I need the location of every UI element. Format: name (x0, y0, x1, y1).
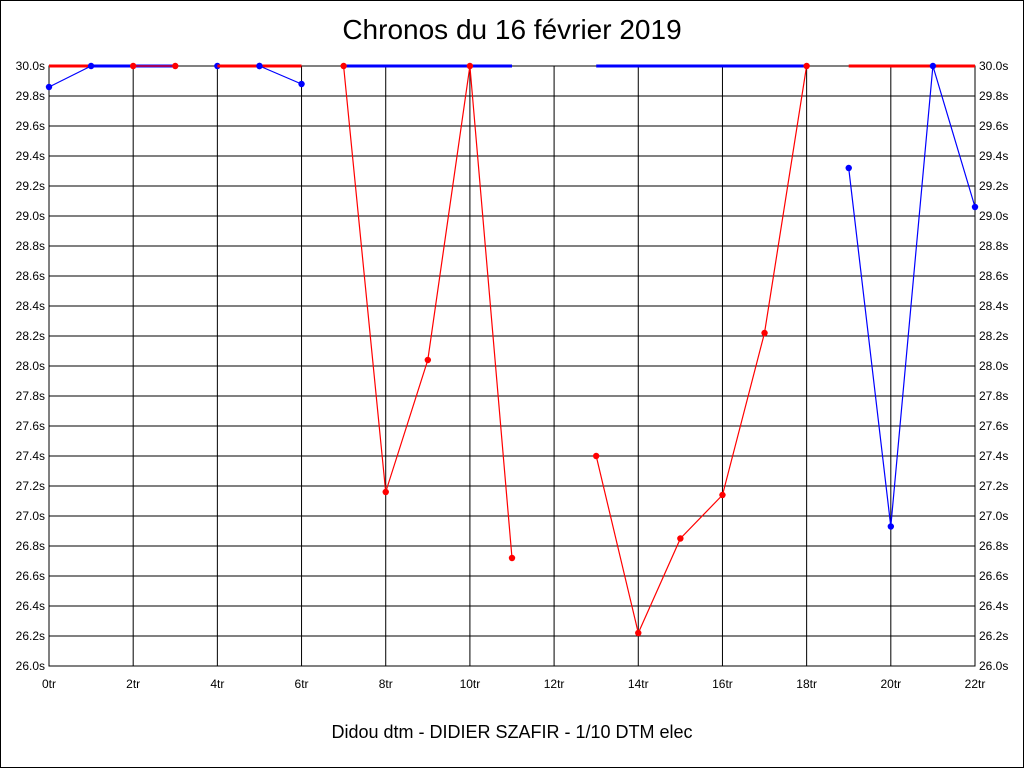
data-point-red (592, 452, 600, 460)
series-line-blue (48, 65, 92, 88)
y-tick-label-right: 26.8s (979, 539, 1008, 553)
x-tick-label: 22tr (965, 677, 986, 691)
y-tick-label-right: 30.0s (979, 59, 1008, 73)
data-point-blue (887, 523, 895, 530)
y-tick-label-left: 27.2s (16, 479, 45, 493)
data-point-blue (45, 83, 53, 91)
y-tick-label-right: 27.8s (979, 389, 1008, 403)
x-tick-label: 8tr (379, 677, 393, 691)
data-point-red (677, 535, 684, 542)
y-tick-label-left: 26.6s (16, 569, 45, 583)
chart-title: Chronos du 16 février 2019 (342, 14, 682, 45)
y-tick-label-left: 28.0s (16, 359, 45, 373)
x-tick-label: 2tr (126, 677, 140, 691)
data-point-red (129, 62, 137, 70)
y-tick-label-right: 29.2s (979, 179, 1008, 193)
y-tick-label-right: 26.0s (979, 659, 1008, 673)
y-tick-label-right: 28.8s (979, 239, 1008, 253)
data-point-blue (845, 164, 852, 172)
y-tick-label-left: 26.8s (16, 539, 45, 553)
y-tick-label-left: 30.0s (16, 59, 45, 73)
data-point-red (761, 329, 768, 337)
x-tick-label: 18tr (796, 677, 817, 691)
data-point-red (172, 62, 179, 70)
y-tick-label-left: 28.2s (16, 329, 45, 343)
x-tick-label: 0tr (42, 677, 56, 691)
y-tick-label-left: 28.4s (16, 299, 45, 313)
y-tick-label-left: 26.0s (16, 659, 45, 673)
y-tick-label-left: 29.4s (16, 149, 45, 163)
y-tick-label-right: 28.2s (979, 329, 1008, 343)
y-tick-label-left: 27.0s (16, 509, 45, 523)
data-point-blue (87, 62, 95, 70)
y-tick-label-right: 29.8s (979, 89, 1008, 103)
y-tick-label-left: 29.6s (16, 119, 45, 133)
x-tick-label: 20tr (880, 677, 901, 691)
x-tick-label: 16tr (712, 677, 733, 691)
data-point-red (340, 62, 347, 70)
y-tick-label-right: 28.6s (979, 269, 1008, 283)
data-point-red (382, 488, 389, 496)
y-tick-label-right: 29.6s (979, 119, 1008, 133)
x-tick-label: 10tr (460, 677, 481, 691)
data-point-blue (971, 203, 979, 211)
data-point-red (635, 629, 642, 637)
x-tick-label: 12tr (544, 677, 565, 691)
y-tick-label-left: 27.4s (16, 449, 45, 463)
y-tick-label-right: 29.0s (979, 209, 1008, 223)
y-tick-label-right: 28.0s (979, 359, 1008, 373)
data-point-blue (214, 62, 221, 70)
y-tick-label-right: 27.6s (979, 419, 1008, 433)
y-tick-label-left: 29.0s (16, 209, 45, 223)
data-point-blue (256, 62, 263, 70)
y-tick-label-right: 28.4s (979, 299, 1008, 313)
y-tick-label-right: 27.0s (979, 509, 1008, 523)
y-tick-label-left: 29.2s (16, 179, 45, 193)
y-tick-label-left: 29.8s (16, 89, 45, 103)
data-point-red (424, 356, 432, 364)
y-tick-label-left: 28.8s (16, 239, 45, 253)
y-tick-label-right: 26.6s (979, 569, 1008, 583)
y-tick-label-left: 27.6s (16, 419, 45, 433)
y-tick-label-left: 26.2s (16, 629, 45, 643)
series-line-blue (848, 65, 976, 527)
x-tick-label: 14tr (628, 677, 649, 691)
y-tick-label-right: 29.4s (979, 149, 1008, 163)
series-line-red (595, 65, 808, 635)
data-point-red (508, 554, 516, 562)
y-tick-label-right: 26.2s (979, 629, 1008, 643)
data-point-red (719, 491, 726, 499)
series-line-blue (259, 65, 302, 85)
y-tick-label-left: 28.6s (16, 269, 45, 283)
data-point-red (803, 62, 810, 70)
data-point-red (466, 62, 474, 70)
y-tick-label-left: 26.4s (16, 599, 45, 613)
x-tick-label: 6tr (295, 677, 309, 691)
y-tick-label-right: 27.2s (979, 479, 1008, 493)
data-point-blue (929, 62, 937, 70)
y-tick-label-right: 27.4s (979, 449, 1008, 463)
y-tick-label-right: 26.4s (979, 599, 1008, 613)
chart-caption: Didou dtm - DIDIER SZAFIR - 1/10 DTM ele… (331, 722, 693, 742)
x-tick-label: 4tr (210, 677, 224, 691)
series-line-red (343, 65, 513, 559)
y-tick-label-left: 27.8s (16, 389, 45, 403)
data-point-blue (298, 80, 305, 88)
